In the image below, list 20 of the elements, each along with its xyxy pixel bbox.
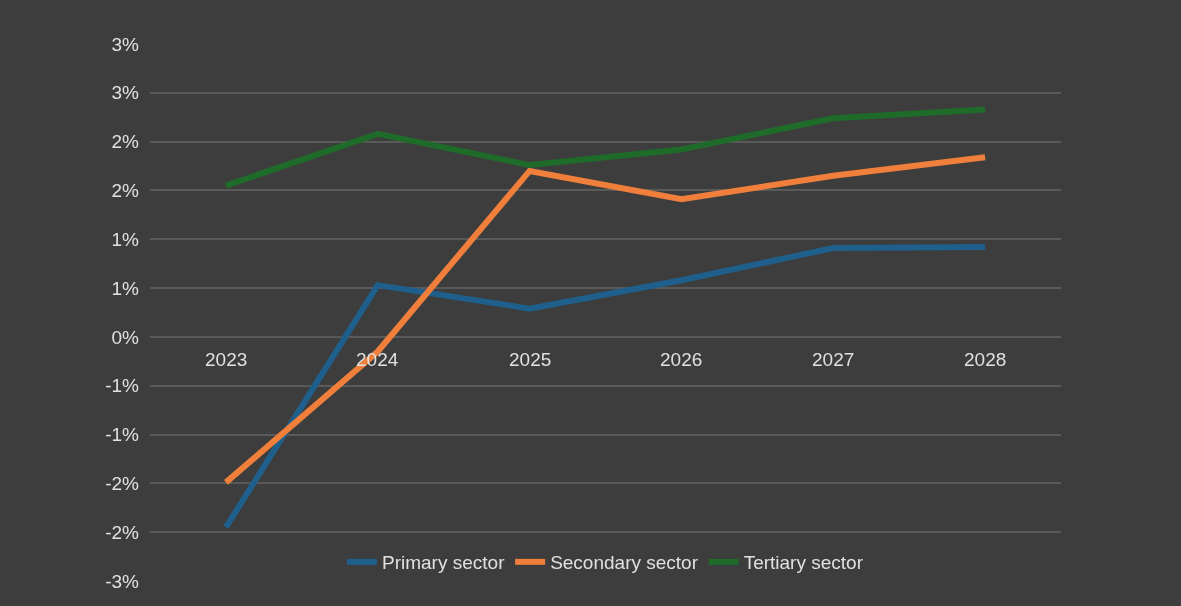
x-tick-label: 2026 [660, 349, 703, 370]
y-tick-label: -2% [105, 521, 140, 543]
x-tick-label: 2023 [205, 349, 248, 370]
y-tick-label: 2% [111, 180, 140, 202]
y-tick-label: 2% [111, 131, 140, 153]
x-tick-label: 2027 [812, 349, 855, 370]
y-tick-label: 1% [111, 228, 140, 250]
y-tick-label: -1% [105, 424, 140, 446]
x-tick-label: 2028 [964, 349, 1007, 370]
y-tick-label: 3% [111, 33, 140, 55]
y-tick-label: -3% [105, 570, 140, 592]
y-tick-label: -2% [105, 473, 140, 495]
x-tick-label: 2025 [509, 349, 552, 370]
legend-label: Secondary sector [550, 552, 699, 574]
y-tick-label: -1% [105, 375, 140, 397]
y-tick-label: 0% [111, 326, 140, 348]
y-tick-label: 3% [111, 82, 140, 104]
y-tick-label: 1% [111, 277, 140, 299]
legend-label: Tertiary sector [743, 552, 864, 574]
legend-label: Primary sector [382, 552, 506, 574]
